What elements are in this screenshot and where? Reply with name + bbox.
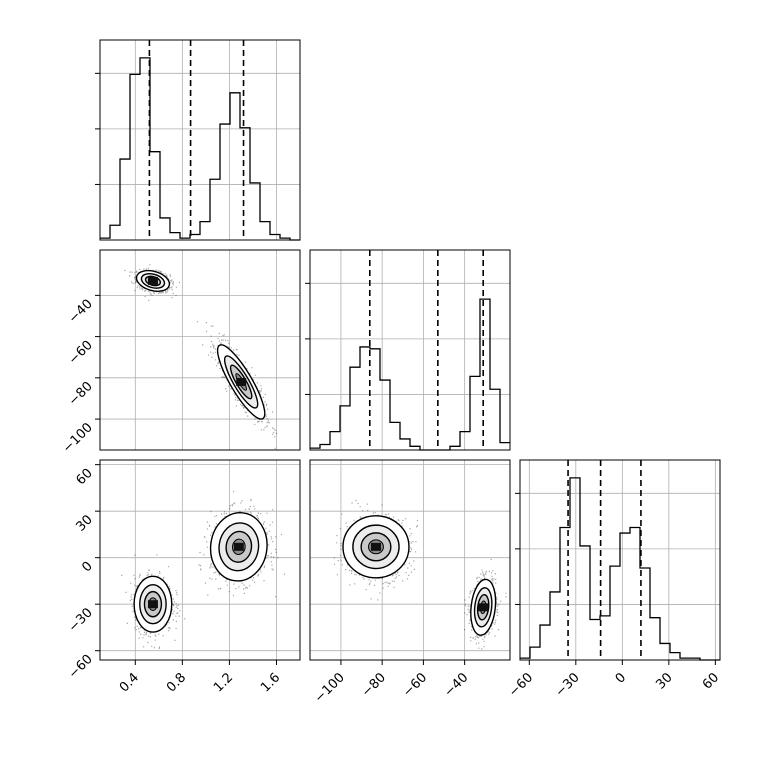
panel-1-frame [99,459,301,661]
histogram-1-step [310,298,510,451]
hist-1-frame [309,249,511,451]
histogram-2-step [520,477,720,661]
panel-0-frame [99,249,301,451]
panel-0-cluster-1-peak [236,377,247,386]
histogram-0-step [100,57,300,241]
panel-0-cluster-0-peak [147,276,158,285]
panel-1-cluster-0-peak [147,600,158,609]
hist-0-frame [99,39,301,241]
hist-2-frame [519,459,721,661]
panel-2-cluster-1-peak [478,603,489,612]
panel-1-cluster-1-peak [233,542,244,551]
panel-2-frame [309,459,511,661]
panel-2-cluster-0-peak [370,542,381,551]
